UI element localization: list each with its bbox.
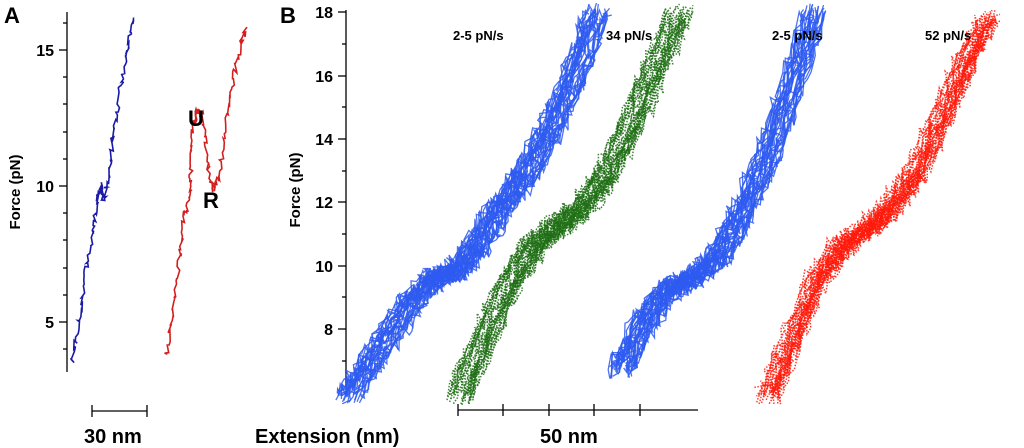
panel-b-series-2 bbox=[446, 3, 694, 405]
panel-a-trace-1 bbox=[69, 17, 135, 364]
panel-b-series-4-trace bbox=[776, 15, 996, 390]
panel-b-traces bbox=[335, 2, 1001, 405]
refold-marker-label: R bbox=[203, 188, 219, 213]
panel-b-series-1 bbox=[335, 2, 612, 405]
panel-a-tick-15: 15 bbox=[36, 43, 54, 60]
panel-b-series-4-trace bbox=[760, 13, 983, 404]
panel-b-series-3-trace bbox=[610, 5, 808, 378]
rate-label-3: 2-5 pN/s bbox=[772, 28, 823, 43]
panel-b-series-4-trace bbox=[760, 15, 984, 399]
panel-b-series-2-trace bbox=[460, 18, 686, 405]
panel-b-series-3-trace bbox=[623, 7, 819, 374]
panel-b-y-axis bbox=[338, 10, 347, 396]
panel-b-series-4-trace bbox=[775, 16, 997, 395]
panel-b-series-4-trace bbox=[770, 16, 991, 392]
panel-b-series-1-trace bbox=[356, 12, 608, 403]
panel-b-series-1-trace bbox=[337, 9, 587, 396]
panel-b-y-label: Force (pN) bbox=[287, 152, 304, 227]
panel-b-series-1-trace bbox=[341, 10, 597, 403]
panel-b-series-1-trace bbox=[337, 7, 591, 396]
panel-b-series-4-trace bbox=[777, 18, 997, 400]
panel-b-series-4 bbox=[754, 9, 1001, 405]
rate-label-4: 52 pN/s bbox=[925, 28, 971, 43]
panel-a-tick-10: 10 bbox=[36, 179, 54, 196]
panel-b-series-1-trace bbox=[336, 10, 590, 394]
panel-b-series-2-trace bbox=[449, 10, 669, 395]
rate-label-1: 2-5 pN/s bbox=[453, 28, 504, 43]
panel-a-scale-bar bbox=[91, 405, 148, 417]
panel-b-series-2-trace bbox=[460, 3, 681, 396]
panel-a-letter: A bbox=[4, 3, 20, 28]
panel-b-tick-14: 14 bbox=[315, 132, 333, 149]
panel-a-trace-2 bbox=[164, 26, 248, 355]
panel-b-series-1-trace bbox=[352, 19, 605, 396]
panel-b-series-1-trace bbox=[345, 8, 597, 398]
panel-b-series-4-trace bbox=[770, 15, 993, 399]
panel-b-series-4-trace bbox=[755, 19, 979, 397]
panel-b-series-1-trace bbox=[360, 14, 612, 397]
panel-b-series-3-trace bbox=[632, 11, 826, 368]
panel-b-scale-bar bbox=[457, 404, 698, 416]
panel-b-scale-label: 50 nm bbox=[540, 426, 598, 448]
x-axis-label: Extension (nm) bbox=[255, 426, 399, 448]
rate-label-2: 34 pN/s bbox=[606, 28, 652, 43]
panel-a-y-axis bbox=[59, 12, 68, 372]
panel-b-series-2-trace bbox=[454, 4, 678, 396]
panel-b-series-3-trace bbox=[615, 12, 815, 370]
panel-b-series-3 bbox=[607, 3, 827, 379]
panel-b-letter: B bbox=[280, 3, 296, 28]
panel-b-tick-16: 16 bbox=[315, 69, 333, 86]
panel-b-series-1-trace bbox=[348, 8, 597, 403]
panel-b-tick-8: 8 bbox=[324, 322, 333, 339]
panel-a-scale-label: 30 nm bbox=[84, 426, 142, 448]
panel-a-y-label: Force (pN) bbox=[7, 154, 24, 229]
panel-b-series-4-trace bbox=[769, 12, 988, 396]
panel-b-series-3-trace bbox=[628, 14, 825, 376]
unfold-marker-label: U bbox=[188, 106, 204, 131]
panel-b-series-4-trace bbox=[755, 17, 980, 403]
panel-b-series-2-trace bbox=[464, 5, 685, 395]
panel-a-tick-5: 5 bbox=[45, 315, 54, 332]
panel-b-series-3-trace bbox=[608, 9, 807, 368]
panel-b-series-2-trace bbox=[450, 12, 671, 388]
panel-b-tick-18: 18 bbox=[315, 5, 333, 22]
panel-a-traces bbox=[69, 17, 248, 364]
panel-b-series-4-trace bbox=[762, 26, 988, 397]
panel-b-tick-12: 12 bbox=[315, 195, 333, 212]
panel-b-tick-10: 10 bbox=[315, 259, 333, 276]
